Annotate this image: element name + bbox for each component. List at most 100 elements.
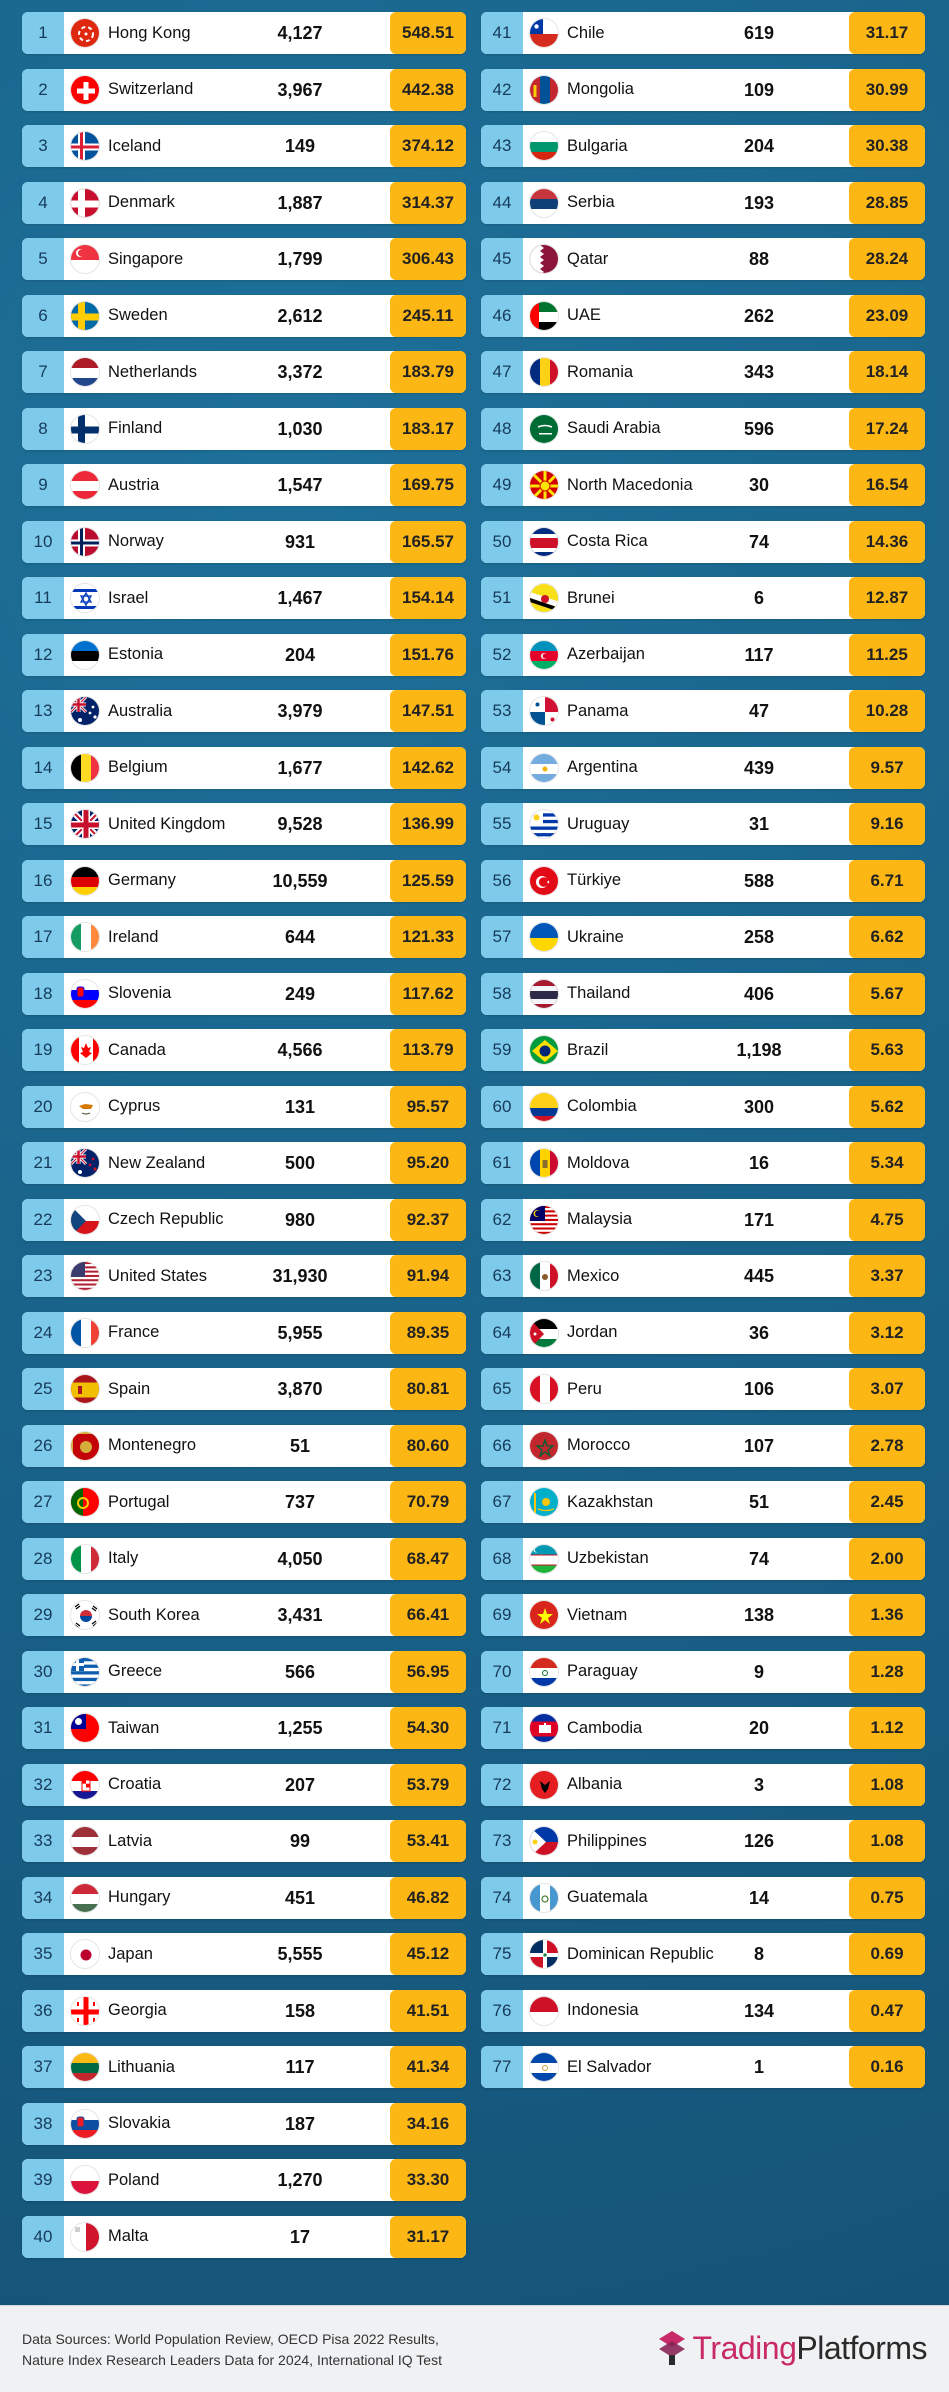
population-value: 99: [289, 1831, 311, 1851]
table-row: 3 Iceland 149 374.12: [22, 125, 466, 167]
country-name: Portugal: [108, 1492, 170, 1511]
uruguay-flag-icon: [529, 809, 559, 839]
population-value: 117: [285, 2057, 315, 2077]
country-name: UAE: [567, 306, 601, 324]
ranking-column-left: 1 Hong Kong 4,127 548.51 2 Switzerland 3,967 44…: [22, 12, 466, 2272]
score-badge: 34.16: [390, 2102, 466, 2145]
table-row: 20 Cyprus 131 95.57: [22, 1085, 466, 1128]
czech-republic-flag-icon: [70, 1204, 100, 1235]
table-row: 41 Chile 619 31.17: [481, 12, 925, 54]
data-sources: Data Sources: World Population Review, O…: [22, 2329, 542, 2371]
country-name: Sweden: [108, 306, 168, 324]
score-badge: 95.57: [390, 1085, 466, 1128]
table-row: 70 Paraguay 9 1.28: [481, 1650, 925, 1693]
rank-badge: 66: [481, 1424, 523, 1467]
country-name: Australia: [108, 701, 173, 720]
country-name: Czech Republic: [108, 1210, 224, 1228]
rank-badge: 56: [481, 859, 523, 902]
rank-badge: 33: [22, 1820, 64, 1862]
table-row: 23 United States 31,930 91.94: [22, 1255, 466, 1297]
score-badge: 2.45: [849, 1481, 925, 1523]
ranking-column-right: 41 Chile 619 31.17 42 Mongolia 109 30.99 43 Bulga…: [481, 12, 925, 2103]
population-value: 74: [748, 531, 770, 552]
population-value: 500: [284, 1153, 316, 1173]
country-name: Moldova: [567, 1153, 630, 1172]
population-value: 51: [748, 1492, 770, 1512]
country-name: United States: [108, 1266, 208, 1285]
table-row: 52 Azerbaijan 117 11.25: [481, 633, 925, 676]
table-row: 62 Malaysia 171 4.75: [481, 1198, 925, 1241]
population-value: 258: [743, 927, 775, 947]
rank-badge: 27: [22, 1481, 64, 1523]
country-name: Brazil: [567, 1040, 609, 1059]
country-name: Uzbekistan: [567, 1549, 649, 1567]
table-row: 39 Poland 1,270 33.30: [22, 2159, 466, 2201]
population-value: 31: [748, 814, 770, 834]
saudi-arabia-flag-icon: [529, 413, 559, 444]
moldova-flag-icon: [529, 1148, 559, 1178]
score-badge: 5.34: [849, 1142, 925, 1184]
rank-badge: 46: [481, 294, 523, 337]
score-badge: 136.99: [390, 803, 466, 845]
population-value: 9,528: [277, 814, 323, 834]
country-name: Canada: [108, 1040, 166, 1059]
serbia-flag-icon: [529, 187, 559, 218]
score-badge: 165.57: [390, 520, 466, 563]
table-row: 58 Thailand 406 5.67: [481, 972, 925, 1015]
country-name: Vietnam: [567, 1605, 628, 1624]
score-badge: 28.24: [849, 238, 925, 280]
country-name: Costa Rica: [567, 532, 648, 550]
score-badge: 70.79: [390, 1481, 466, 1523]
rank-badge: 38: [22, 2102, 64, 2145]
country-name: Estonia: [108, 645, 164, 663]
rank-badge: 68: [481, 1537, 523, 1580]
score-badge: 548.51: [390, 12, 466, 54]
rank-badge: 69: [481, 1594, 523, 1636]
rank-badge: 17: [22, 916, 64, 958]
france-flag-icon: [70, 1317, 100, 1348]
country-name: Croatia: [108, 1775, 162, 1793]
score-badge: 2.00: [849, 1537, 925, 1580]
ranking-table: 1 Hong Kong 4,127 548.51 2 Switzerland 3,967 44…: [0, 0, 949, 2305]
score-badge: 31.17: [390, 2215, 466, 2258]
country-name: Ireland: [108, 927, 159, 946]
table-row: 60 Colombia 300 5.62: [481, 1085, 925, 1128]
table-row: 72 Albania 3 1.08: [481, 1763, 925, 1806]
country-name: Morocco: [567, 1436, 631, 1454]
population-value: 149: [284, 136, 316, 156]
country-name: Finland: [108, 419, 163, 437]
country-name: Malaysia: [567, 1210, 633, 1228]
population-value: 566: [284, 1661, 316, 1682]
peru-flag-icon: [529, 1374, 559, 1404]
population-value: 109: [743, 79, 775, 100]
population-value: 8: [753, 1944, 764, 1964]
population-value: 204: [743, 136, 775, 156]
rank-badge: 40: [22, 2215, 64, 2258]
population-value: 1,799: [277, 249, 323, 269]
score-badge: 33.30: [390, 2159, 466, 2201]
table-row: 11 Israel 1,467 154.14: [22, 577, 466, 619]
score-badge: 11.25: [849, 633, 925, 676]
rank-badge: 39: [22, 2159, 64, 2201]
sources-line-1: Data Sources: World Population Review, O…: [22, 2331, 439, 2347]
score-badge: 245.11: [390, 294, 466, 337]
rank-badge: 44: [481, 181, 523, 224]
table-row: 32 Croatia 207 53.79: [22, 1763, 466, 1806]
score-badge: 1.28: [849, 1650, 925, 1693]
population-value: 20: [748, 1718, 770, 1738]
cyprus-flag-icon: [70, 1091, 100, 1122]
albania-flag-icon: [529, 1769, 559, 1800]
rank-badge: 7: [22, 351, 64, 393]
paraguay-flag-icon: [529, 1656, 559, 1687]
population-value: 249: [284, 983, 316, 1004]
chile-flag-icon: [529, 18, 559, 48]
score-badge: 23.09: [849, 294, 925, 337]
table-row: 48 Saudi Arabia 596 17.24: [481, 407, 925, 450]
score-badge: 30.99: [849, 68, 925, 111]
south-korea-flag-icon: [70, 1600, 100, 1630]
rank-badge: 42: [481, 68, 523, 111]
country-name: Jordan: [567, 1323, 618, 1341]
rank-badge: 53: [481, 690, 523, 732]
population-value: 107: [743, 1435, 775, 1456]
country-name: New Zealand: [108, 1153, 206, 1172]
